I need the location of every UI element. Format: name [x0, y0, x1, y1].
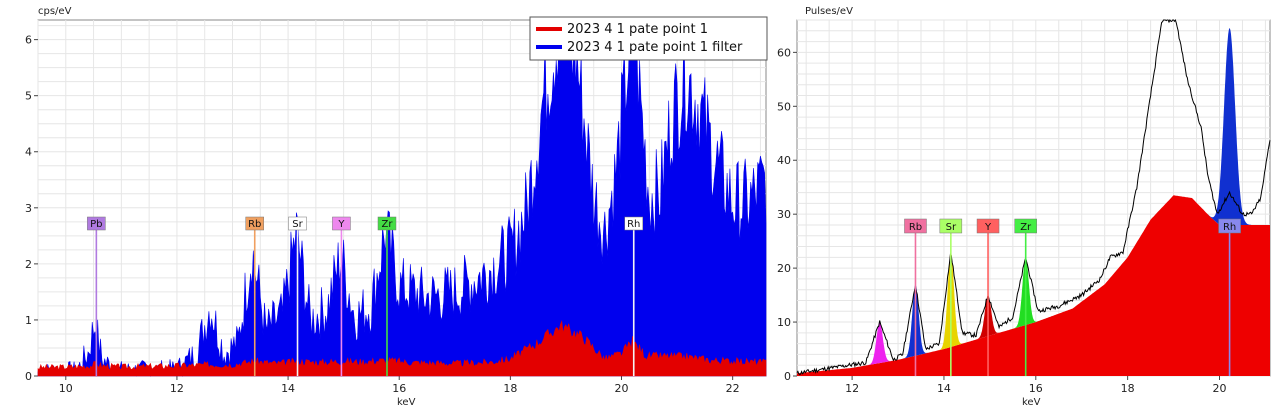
panel-b-plot: 12 14 16 18 20 0 10 20 30 40 50 60 Rb Sr Y Zr Rh — [777, 19, 1271, 395]
y-tick-label: 60 — [777, 46, 791, 59]
element-label-b-sr: Sr — [946, 222, 957, 233]
element-tag-b-sr — [939, 218, 963, 234]
x-tick-label: 10 — [59, 382, 73, 395]
element-tag-b-zr — [1014, 218, 1037, 234]
y-tick-label: 3 — [25, 202, 32, 215]
element-label-rb: Rb — [248, 219, 261, 230]
panel-b-xlabel: keV — [1022, 397, 1041, 408]
x-tick-label: 16 — [1029, 382, 1043, 395]
y-tick-label: 50 — [777, 100, 791, 113]
element-tag-sr — [288, 216, 307, 231]
measured-line — [796, 19, 1271, 376]
x-tick-label: 18 — [503, 382, 517, 395]
element-label-b-y: Y — [984, 222, 992, 233]
element-label-b-zr: Zr — [1020, 222, 1032, 233]
x-tick-label: 12 — [845, 382, 859, 395]
y-tick-label: 2 — [25, 258, 32, 271]
element-tag-zr — [377, 216, 397, 231]
element-tag-rb — [245, 216, 264, 231]
panel-a-xlabel: keV — [397, 397, 416, 408]
element-label-b-rb: Rb — [909, 222, 922, 233]
y-tick-label: 30 — [777, 208, 791, 221]
x-tick-label: 18 — [1121, 382, 1135, 395]
x-tick-label: 16 — [392, 382, 406, 395]
y-tick-label: 4 — [25, 146, 32, 159]
x-tick-label: 20 — [615, 382, 629, 395]
y-tick-label: 6 — [25, 34, 32, 47]
element-label-rh: Rh — [627, 219, 640, 230]
legend: 2023 4 1 pate point 1 2023 4 1 pate poin… — [529, 16, 768, 61]
y-tick-label: 0 — [25, 370, 32, 383]
x-tick-label: 22 — [726, 382, 740, 395]
panel-b-ylabel: Pulses/eV — [805, 6, 853, 17]
element-tag-b-rb — [904, 218, 927, 234]
y-tick-label: 0 — [784, 370, 791, 383]
x-tick-label: 20 — [1212, 382, 1226, 395]
y-tick-label: 20 — [777, 262, 791, 275]
legend-box — [529, 16, 768, 61]
element-label-pb: Pb — [90, 219, 102, 230]
element-tag-y — [332, 216, 351, 231]
x-tick-label: 12 — [170, 382, 184, 395]
element-label-sr: Sr — [292, 219, 303, 230]
element-tag-rh — [624, 216, 643, 231]
element-tag-b-rh — [1218, 218, 1241, 234]
y-tick-label: 5 — [25, 90, 32, 103]
y-tick-label: 10 — [777, 316, 791, 329]
peak-fill-pb — [866, 322, 893, 366]
element-label-y: Y — [337, 219, 345, 230]
peak-fill-rh — [1207, 28, 1252, 225]
background-area — [797, 195, 1270, 376]
element-tag-b-y — [976, 218, 1000, 234]
element-tag-pb — [87, 216, 106, 231]
x-tick-label: 14 — [281, 382, 295, 395]
legend-item-1: 2023 4 1 pate point 1 — [567, 22, 708, 37]
y-tick-label: 40 — [777, 154, 791, 167]
panel-a-ylabel: cps/eV — [38, 6, 72, 17]
element-label-zr: Zr — [382, 219, 394, 230]
element-label-b-rh: Rh — [1223, 222, 1236, 233]
y-tick-label: 1 — [25, 314, 32, 327]
legend-item-2: 2023 4 1 pate point 1 filter — [567, 40, 743, 55]
x-tick-label: 14 — [937, 382, 951, 395]
series-unfiltered-area — [37, 320, 767, 377]
